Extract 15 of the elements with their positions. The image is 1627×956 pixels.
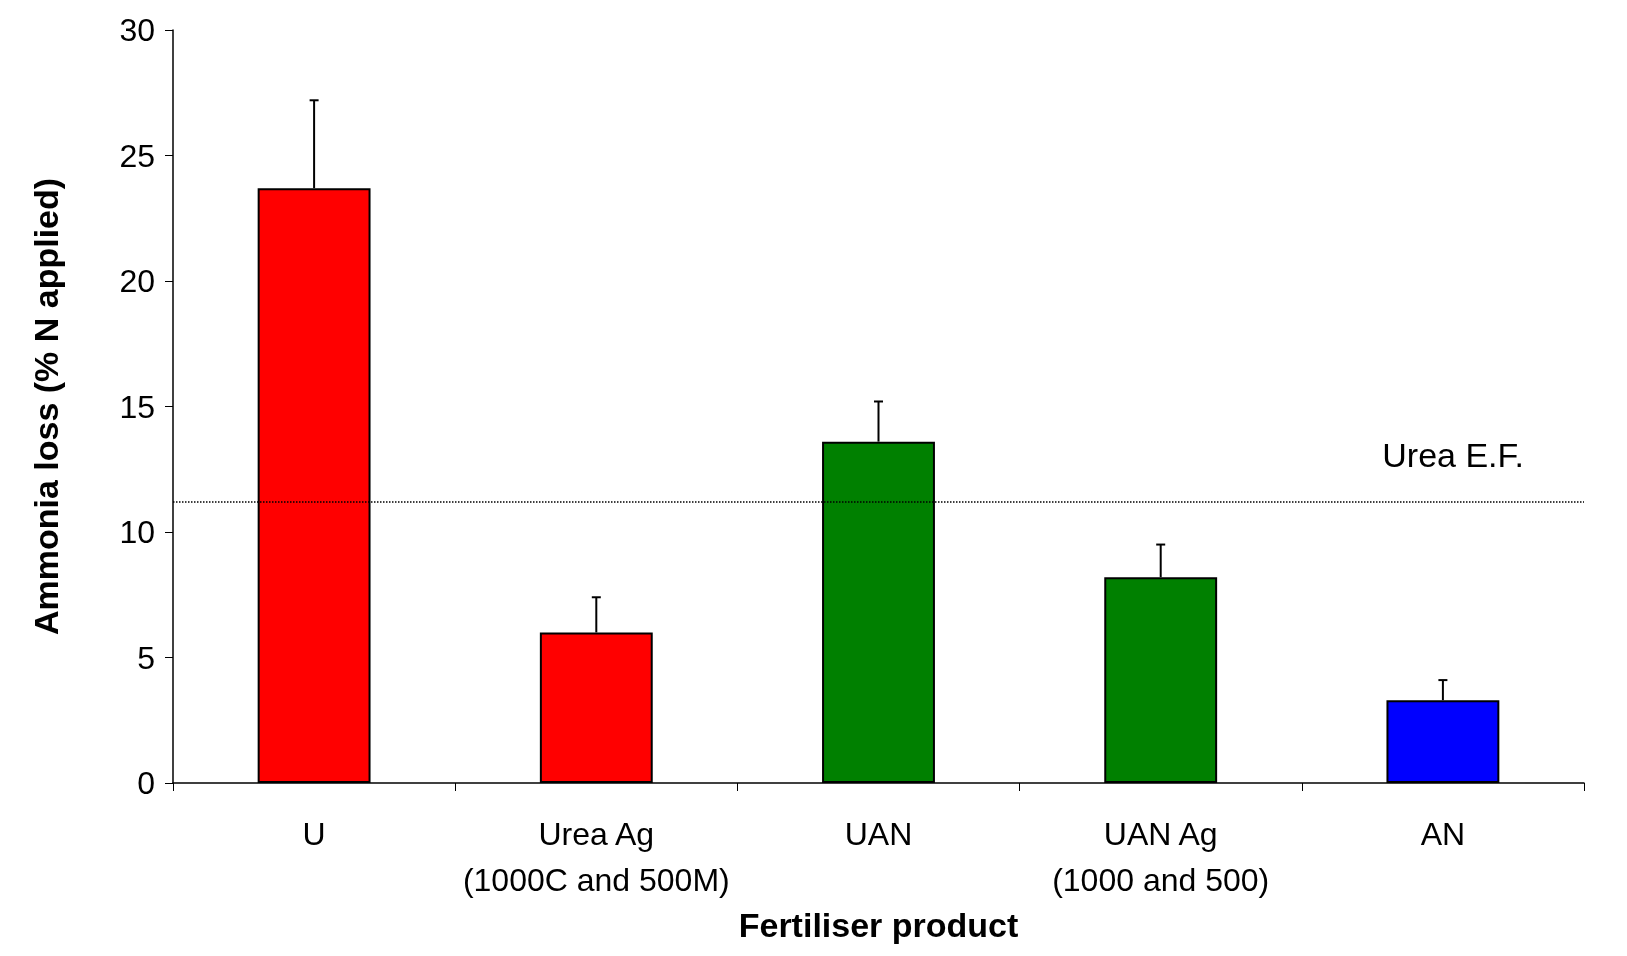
x-tick-label: AN: [1420, 816, 1466, 852]
x-axis-title: Fertiliser product: [738, 906, 1019, 944]
ref-line-label: Urea E.F.: [1382, 435, 1524, 474]
y-tick-label: 25: [119, 137, 155, 174]
y-tick-label: 30: [119, 12, 155, 48]
x-tick-label: U: [302, 816, 326, 852]
x-tick-label: UAN Ag (1000 and 500): [1052, 816, 1270, 898]
x-tick-label: UAN: [844, 816, 913, 852]
y-tick-label: 15: [119, 388, 155, 425]
y-tick-label: 0: [137, 765, 155, 801]
y-axis-title: Ammonia loss (% N applied): [27, 177, 65, 636]
y-tick-label: 5: [137, 639, 155, 676]
x-tick-label: Urea Ag (1000C and 500M): [462, 816, 730, 898]
y-tick-label: 10: [119, 514, 155, 550]
y-tick-label: 20: [119, 263, 155, 299]
